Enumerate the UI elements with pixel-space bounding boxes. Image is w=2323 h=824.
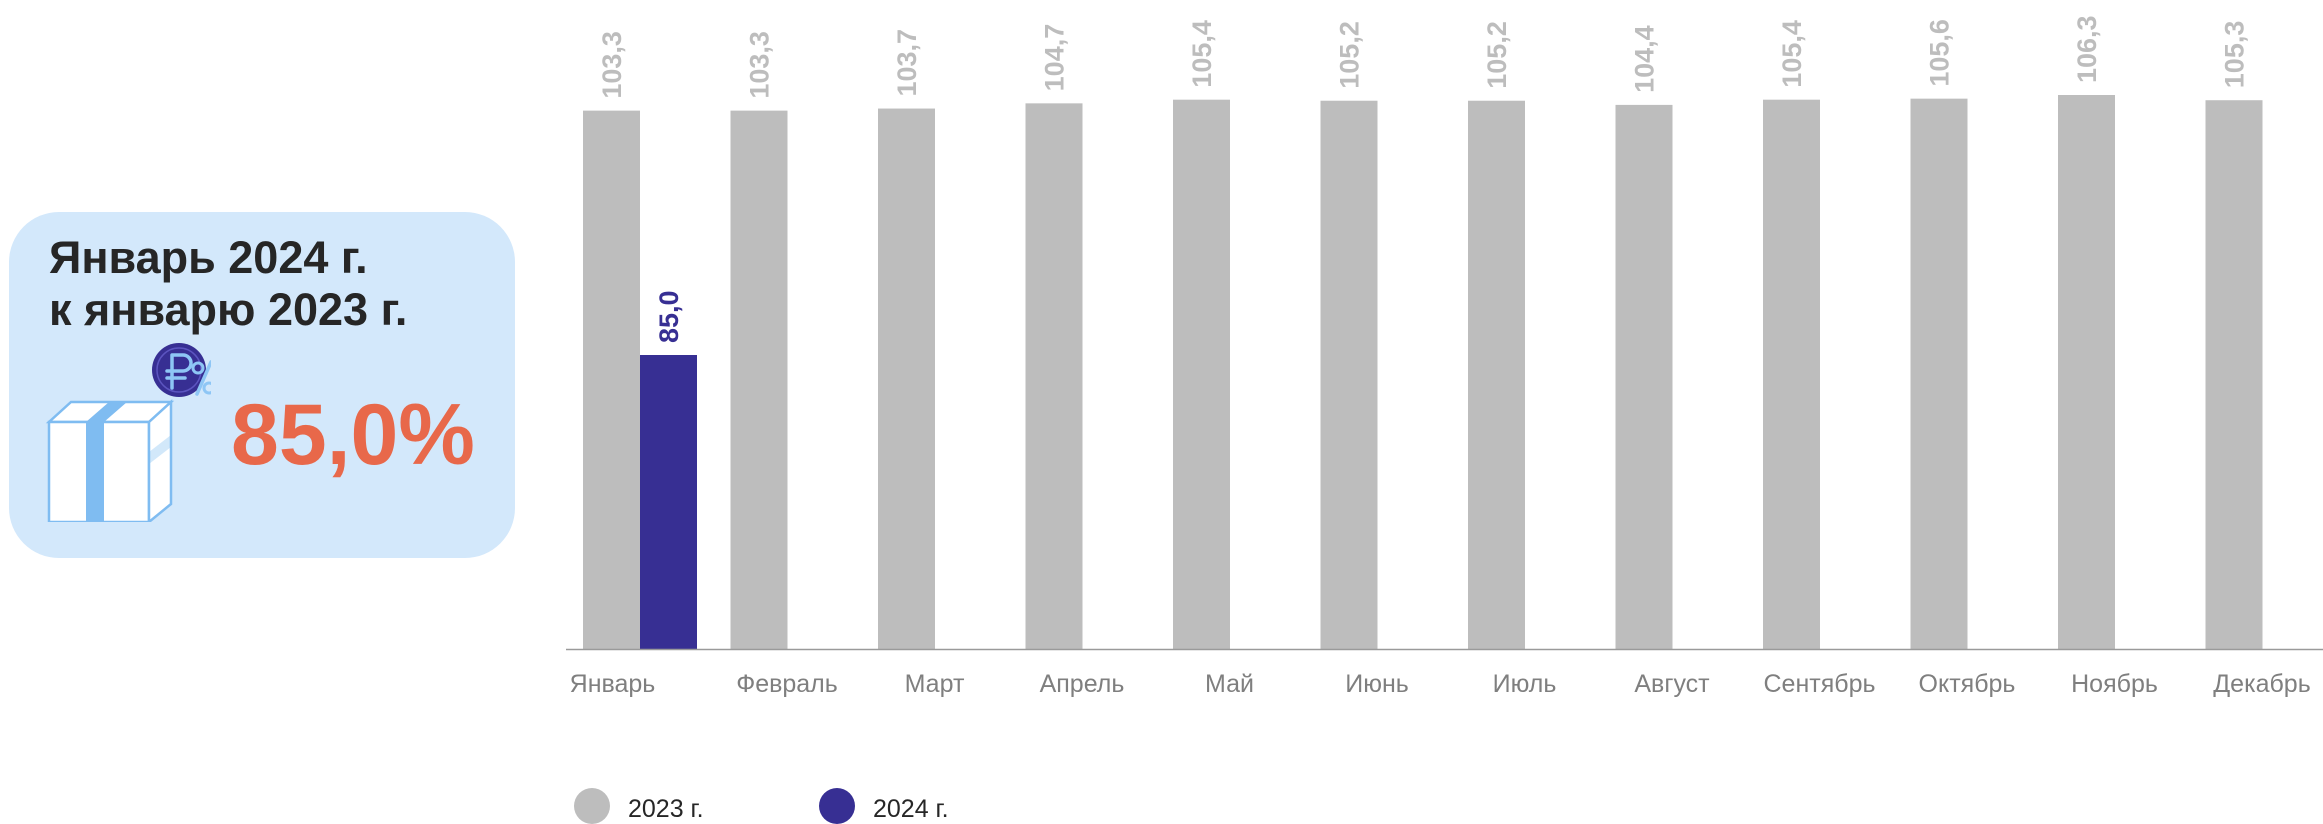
x-tick-label-3: Апрель (1040, 670, 1125, 698)
bar-2023-10 (2058, 95, 2115, 649)
x-tick-label-5: Июнь (1345, 670, 1409, 698)
bar-2023-3 (1025, 103, 1083, 649)
value-label-2023-10: 106,3 (2072, 15, 2102, 83)
bar-2023-4 (1173, 99, 1230, 650)
value-label-2023-9: 105,6 (1925, 19, 1955, 87)
legend-swatch-2024 (819, 788, 855, 824)
bar-2023-6 (1468, 100, 1525, 649)
value-label-2024-0: 85,0 (654, 290, 684, 343)
bar-2023-2 (878, 108, 935, 649)
info-card-title: Январь 2024 г. к январю 2023 г. (49, 232, 499, 336)
x-tick-label-11: Декабрь (2213, 670, 2310, 698)
value-label-2023-2: 103,7 (892, 29, 922, 97)
bar-2023-0 (583, 110, 640, 649)
value-label-2023-5: 105,2 (1335, 21, 1365, 89)
x-tick-labels-layer: Январь Февраль Март Апрель Май Июнь Июль Август… (570, 670, 2311, 698)
x-tick-label-0: Январь (570, 670, 656, 698)
x-tick-label-7: Август (1634, 670, 1710, 698)
legend-label-2023: 2023 г. (628, 795, 704, 823)
gift-box-icon (45, 343, 211, 522)
info-card-title-line2: к январю 2023 г. (49, 284, 408, 335)
value-label-2023-4: 105,4 (1187, 20, 1217, 88)
bar-2023-7 (1615, 104, 1673, 649)
info-card-value: 85,0% (231, 387, 475, 483)
value-label-2023-11: 105,3 (2220, 21, 2250, 89)
legend-label-2024: 2024 г. (873, 795, 949, 823)
value-label-2023-3: 104,7 (1040, 24, 1070, 92)
info-card: Январь 2024 г. к январю 2023 г. 85,0% (9, 212, 515, 558)
bar-2023-9 (1910, 98, 1968, 649)
x-tick-label-10: Ноябрь (2071, 670, 2158, 698)
value-label-2023-1: 103,3 (745, 31, 775, 99)
bar-2023-11 (2205, 100, 2263, 649)
value-label-2023-6: 105,2 (1482, 21, 1512, 89)
x-tick-label-4: Май (1205, 670, 1254, 698)
value-label-2023-8: 105,4 (1777, 20, 1807, 88)
gift-box-body (45, 399, 175, 522)
x-tick-label-2: Март (905, 670, 965, 698)
bar-2024-0 (640, 355, 697, 649)
bars-layer (583, 95, 2263, 650)
bar-2023-1 (730, 110, 788, 649)
x-tick-label-1: Февраль (736, 670, 838, 698)
bar-2023-5 (1320, 100, 1378, 649)
info-card-title-line1: Январь 2024 г. (49, 232, 368, 283)
legend-swatch-2023 (574, 788, 610, 824)
value-labels-layer: 103,3 85,0 103,3 103,7 104,7 105,4 105,2 105,2 1… (597, 15, 2250, 343)
bar-2023-8 (1763, 99, 1820, 650)
value-label-2023-7: 104,4 (1630, 25, 1660, 93)
value-label-2023-0: 103,3 (597, 31, 627, 99)
x-tick-label-9: Октябрь (1919, 670, 2016, 698)
x-tick-label-6: Июль (1493, 670, 1557, 698)
percent-icon (191, 360, 211, 396)
x-tick-label-8: Сентябрь (1764, 670, 1876, 698)
ruble-coin-icon (152, 343, 206, 397)
